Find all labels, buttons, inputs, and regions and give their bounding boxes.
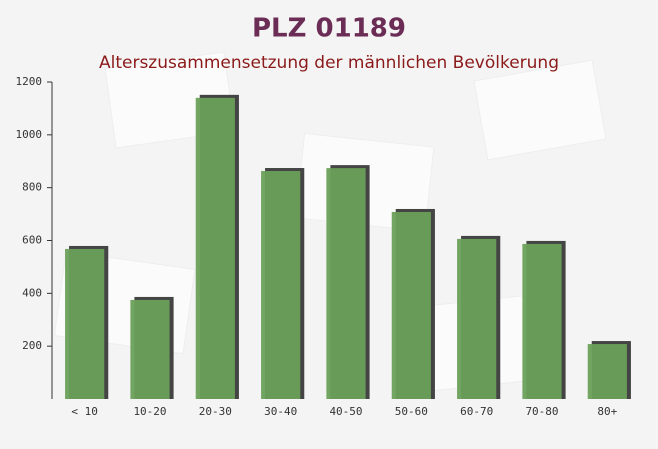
y-tick-label: 1200 bbox=[16, 75, 43, 88]
bar bbox=[457, 238, 497, 399]
bar bbox=[195, 97, 235, 399]
bar bbox=[130, 299, 170, 399]
y-tick-label: 400 bbox=[22, 286, 42, 299]
bar bbox=[261, 171, 301, 399]
y-tick-label: 200 bbox=[22, 339, 42, 352]
y-tick-label: 1000 bbox=[16, 128, 43, 141]
bar bbox=[522, 243, 562, 399]
x-tick-label: 80+ bbox=[597, 405, 617, 418]
x-tick-label: 50-60 bbox=[395, 405, 428, 418]
bar bbox=[587, 344, 627, 399]
chart-subtitle: Alterszusammensetzung der männlichen Bev… bbox=[99, 53, 559, 73]
chart-title: PLZ 01189 bbox=[252, 14, 406, 44]
bar bbox=[391, 211, 431, 399]
x-tick-label: 60-70 bbox=[460, 405, 493, 418]
x-tick-label: < 10 bbox=[71, 405, 98, 418]
x-tick-label: 30-40 bbox=[264, 405, 297, 418]
x-tick-label: 20-30 bbox=[199, 405, 232, 418]
bar bbox=[65, 248, 105, 399]
x-tick-label: 70-80 bbox=[525, 405, 558, 418]
x-tick-label: 40-50 bbox=[329, 405, 362, 418]
bar bbox=[326, 168, 366, 399]
y-tick-label: 800 bbox=[22, 181, 42, 194]
y-tick-label: 600 bbox=[22, 234, 42, 247]
x-tick-label: 10-20 bbox=[133, 405, 166, 418]
